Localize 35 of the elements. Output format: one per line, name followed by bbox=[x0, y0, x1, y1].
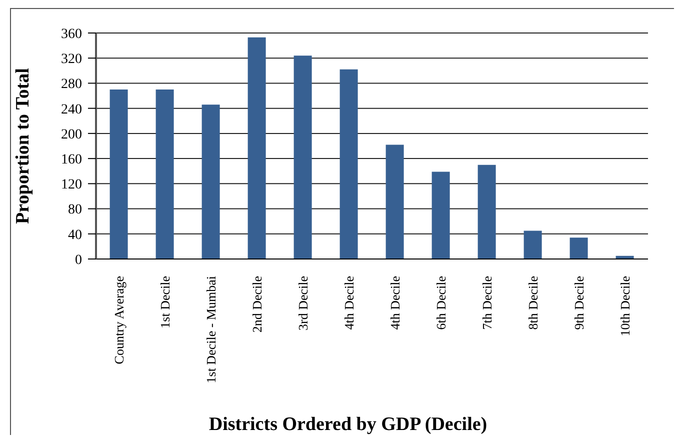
bar bbox=[524, 230, 542, 259]
x-tick-label: 2nd Decile bbox=[250, 276, 265, 333]
y-tick-label: 200 bbox=[61, 127, 82, 142]
bar bbox=[386, 144, 404, 259]
x-tick-label: 10th Decile bbox=[618, 276, 633, 336]
bar bbox=[294, 56, 312, 259]
bar bbox=[156, 90, 174, 259]
y-tick-label: 0 bbox=[75, 252, 82, 268]
x-tick-label: 1st Decile - Mumbai bbox=[204, 276, 219, 384]
bar bbox=[478, 164, 496, 259]
y-tick-label: 80 bbox=[68, 202, 82, 218]
bar bbox=[340, 69, 358, 259]
y-axis-title: Proportion to Total bbox=[12, 68, 34, 224]
y-tick-label: 160 bbox=[61, 152, 82, 168]
x-tick-label: 1st Decile bbox=[158, 276, 173, 328]
y-tick-label: 320 bbox=[61, 52, 82, 68]
y-tick-label: 240 bbox=[61, 102, 82, 118]
x-tick-label: 6th Decile bbox=[434, 276, 449, 330]
x-tick-label: 4th Decile bbox=[342, 276, 357, 330]
x-tick-label: 7th Decile bbox=[480, 276, 495, 330]
x-tick-label: 8th Decile bbox=[526, 276, 541, 330]
x-axis-title: Districts Ordered by GDP (Decile) bbox=[208, 414, 488, 435]
x-tick-label: 9th Decile bbox=[572, 276, 587, 330]
x-tick-label: 4th Decile bbox=[388, 276, 403, 330]
y-tick-label: 360 bbox=[61, 26, 82, 42]
bar bbox=[248, 37, 266, 259]
bar bbox=[432, 172, 450, 259]
y-tick-label: 40 bbox=[68, 228, 82, 243]
x-tick-label: 3rd Decile bbox=[296, 276, 311, 331]
x-tick-label: Country Average bbox=[112, 276, 127, 364]
bar bbox=[202, 104, 220, 259]
bar bbox=[110, 90, 128, 259]
y-tick-label: 280 bbox=[61, 77, 82, 92]
y-tick-label: 120 bbox=[61, 178, 82, 193]
bar bbox=[570, 238, 588, 259]
